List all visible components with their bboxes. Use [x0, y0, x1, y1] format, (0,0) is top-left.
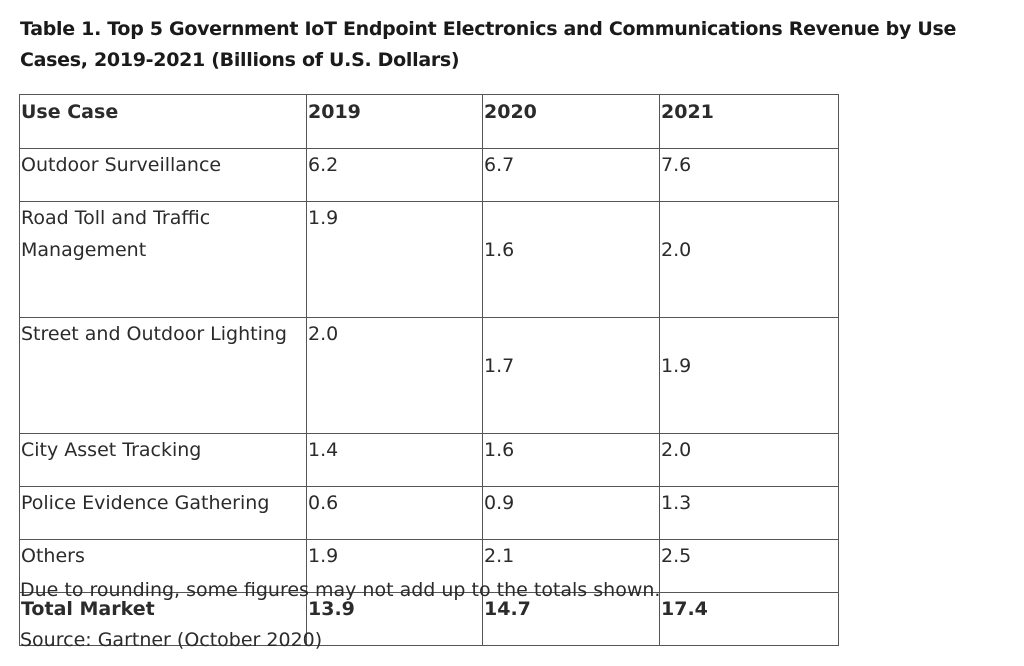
table-title: Table 1. Top 5 Government IoT Endpoint E…: [20, 18, 957, 71]
value-cell-2020: 1.6: [482, 201, 660, 318]
value-cell-2020: 0.9: [482, 486, 660, 540]
use-case-cell: Outdoor Surveillance: [19, 148, 307, 202]
header-cell-2019: 2019: [306, 94, 483, 149]
table-header-row: Use Case 2019 2020 2021: [19, 94, 839, 149]
use-case-cell: Others: [19, 539, 307, 593]
table-row: City Asset Tracking 1.4 1.6 2.0: [19, 433, 839, 487]
value-cell-2021: 1.9: [659, 317, 839, 434]
value-cell-2021: 1.3: [659, 486, 839, 540]
header-cell-use-case: Use Case: [19, 94, 307, 149]
table-row: Police Evidence Gathering 0.6 0.9 1.3: [19, 486, 839, 540]
value-cell-2020: 1.6: [482, 433, 660, 487]
table-row: Others 1.9 2.1 2.5: [19, 539, 839, 593]
total-cell-2021: 17.4: [659, 592, 839, 646]
use-case-cell: Street and Outdoor Lighting: [19, 317, 307, 434]
value-cell-2019: 1.9: [306, 201, 483, 318]
use-case-cell: Police Evidence Gathering: [19, 486, 307, 540]
value-cell-2021: 2.5: [659, 539, 839, 593]
value-cell-2019: 2.0: [306, 317, 483, 434]
use-case-cell: Road Toll and Traffic Management: [19, 201, 307, 318]
value-cell-2020: 6.7: [482, 148, 660, 202]
rounding-note: Due to rounding, some figures may not ad…: [20, 579, 661, 601]
total-label-cell: Total Market: [19, 592, 307, 646]
revenue-table: Use Case 2019 2020 2021 Outdoor Surveill…: [19, 94, 839, 646]
table-total-row: Total Market 13.9 14.7 17.4: [19, 592, 839, 646]
value-cell-2019: 1.9: [306, 539, 483, 593]
value-cell-2019: 1.4: [306, 433, 483, 487]
table-row: Road Toll and Traffic Management 1.9 1.6…: [19, 201, 839, 318]
value-cell-2021: 2.0: [659, 201, 839, 318]
total-cell-2020: 14.7: [482, 592, 660, 646]
value-cell-2019: 6.2: [306, 148, 483, 202]
table-row: Street and Outdoor Lighting 2.0 1.7 1.9: [19, 317, 839, 434]
use-case-cell: City Asset Tracking: [19, 433, 307, 487]
value-cell-2020: 1.7: [482, 317, 660, 434]
table-row: Outdoor Surveillance 6.2 6.7 7.6: [19, 148, 839, 202]
value-cell-2021: 7.6: [659, 148, 839, 202]
value-cell-2021: 2.0: [659, 433, 839, 487]
header-cell-2021: 2021: [659, 94, 839, 149]
header-cell-2020: 2020: [482, 94, 660, 149]
value-cell-2019: 0.6: [306, 486, 483, 540]
source-note: Source: Gartner (October 2020): [20, 629, 323, 651]
